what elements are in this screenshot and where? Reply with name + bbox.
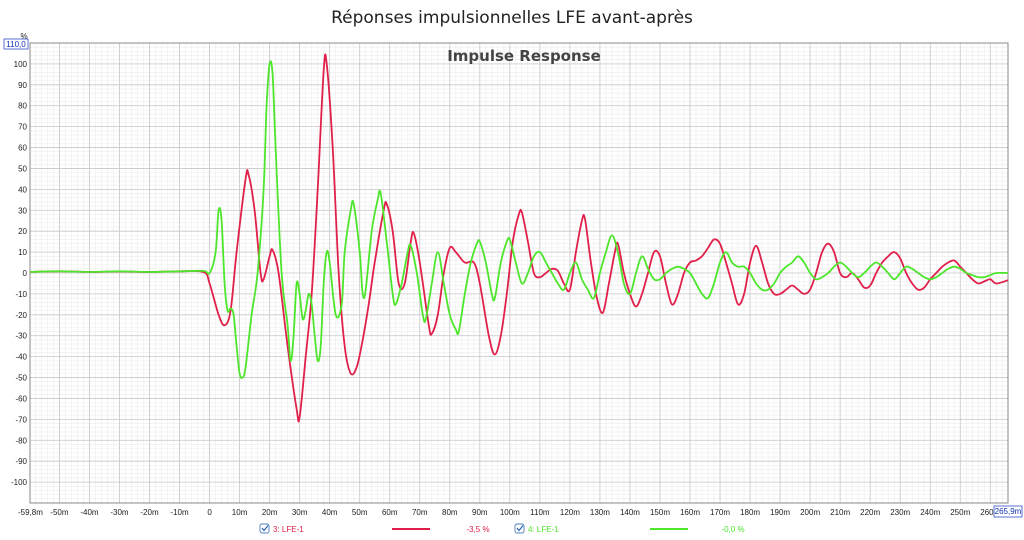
x-tick-label: 10m: [232, 508, 248, 517]
x-right-value: 265,9m: [995, 507, 1022, 516]
y-tick-label: 50: [18, 164, 27, 173]
x-tick-label: 160m: [680, 508, 700, 517]
x-tick-label: 200m: [800, 508, 820, 517]
legend-label-2: 4: LFE-1: [528, 525, 559, 534]
x-tick-label: 80m: [442, 508, 458, 517]
y-tick-label: -10: [15, 290, 27, 299]
legend-value-1: -3,5 %: [466, 525, 489, 534]
series-line-2: [29, 60, 1009, 379]
y-tick-label: -60: [15, 394, 27, 403]
x-tick-label: 260m: [980, 508, 1000, 517]
x-tick-label: -40m: [80, 508, 99, 517]
x-tick-label: 130m: [590, 508, 610, 517]
chart-title: Impulse Response: [447, 47, 601, 65]
y-tick-label: 70: [18, 123, 27, 132]
y-tick-label: -40: [15, 353, 27, 362]
legend-label-1: 3: LFE-1: [273, 525, 304, 534]
y-tick-label: 30: [18, 206, 27, 215]
x-tick-label: 100m: [500, 508, 520, 517]
y-tick-label: -20: [15, 311, 27, 320]
x-tick-label: 60m: [382, 508, 398, 517]
x-tick-label: 30m: [292, 508, 308, 517]
x-tick-label: 0: [207, 508, 212, 517]
x-tick-label: -30m: [110, 508, 129, 517]
x-tick-label: 240m: [920, 508, 940, 517]
x-tick-label: 40m: [322, 508, 338, 517]
y-tick-label: 90: [18, 81, 27, 90]
y-tick-label: 40: [18, 185, 27, 194]
window-title: Réponses impulsionnelles LFE avant-après: [331, 8, 693, 28]
x-tick-label: 150m: [650, 508, 670, 517]
x-tick-label: 140m: [620, 508, 640, 517]
y-tick-label: -80: [15, 436, 27, 445]
x-tick-label: 220m: [860, 508, 880, 517]
check-icon: [516, 525, 524, 532]
x-right-box: [993, 505, 1023, 518]
x-tick-label: 180m: [740, 508, 760, 517]
x-tick-label: 70m: [412, 508, 428, 517]
y-tick-label: 0: [23, 269, 28, 278]
y-tick-label: -30: [15, 332, 27, 341]
x-tick-label: -59,8m: [18, 508, 43, 517]
x-tick-label: -20m: [140, 508, 159, 517]
x-tick-label: 250m: [950, 508, 970, 517]
x-tick-label: 170m: [710, 508, 730, 517]
y-tick-label: 60: [18, 144, 27, 153]
x-tick-label: 20m: [262, 508, 278, 517]
series-line-1: [29, 53, 1009, 423]
y-tick-label: -70: [15, 415, 27, 424]
y-tick-label: 80: [18, 102, 27, 111]
y-tick-label: -50: [15, 374, 27, 383]
legend-value-2: -0,0 %: [721, 525, 744, 534]
y-tick-label: 100: [14, 60, 28, 69]
x-tick-label: 190m: [770, 508, 790, 517]
y-tick-label: -100: [11, 478, 28, 487]
x-tick-label: 50m: [352, 508, 368, 517]
y-top-value: 110,0: [6, 40, 26, 49]
y-axis-label: %: [20, 32, 27, 41]
x-tick-label: 230m: [890, 508, 910, 517]
y-tick-label: 20: [18, 227, 27, 236]
y-tick-label: -90: [15, 457, 27, 466]
x-tick-label: -50m: [50, 508, 69, 517]
x-tick-label: 210m: [830, 508, 850, 517]
x-tick-label: 120m: [560, 508, 580, 517]
y-top-box: [3, 38, 29, 50]
y-tick-label: 10: [18, 248, 27, 257]
check-icon: [261, 525, 269, 532]
x-tick-label: -10m: [170, 508, 189, 517]
x-tick-label: 110m: [530, 508, 550, 517]
x-tick-label: 90m: [472, 508, 488, 517]
